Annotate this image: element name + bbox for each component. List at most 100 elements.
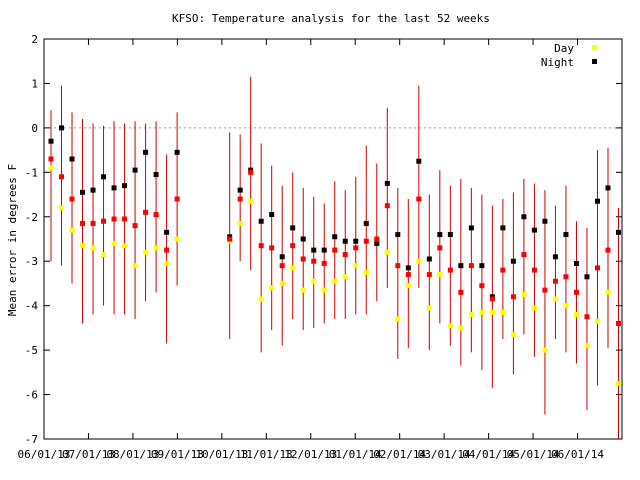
y-tick-label: -4 (25, 300, 39, 313)
night-point (447, 232, 453, 238)
day-point (80, 243, 86, 249)
day-point (237, 220, 243, 226)
mean-point (321, 260, 327, 266)
night-point (552, 254, 558, 260)
night-point (300, 236, 306, 242)
x-tick-label: 04/01/14 (462, 448, 515, 461)
x-tick-label: 12/01/13 (284, 448, 337, 461)
data-points (48, 125, 621, 386)
mean-point (605, 247, 611, 253)
night-point (563, 232, 569, 238)
day-point (605, 289, 611, 295)
night-point (90, 187, 96, 193)
day-point (143, 249, 149, 255)
chart-title: KFSO: Temperature analysis for the last … (172, 12, 490, 25)
night-point (437, 232, 443, 238)
day-point (279, 280, 285, 286)
day-point (363, 269, 369, 275)
y-tick-label: -1 (25, 166, 38, 179)
night-point (363, 220, 369, 226)
y-tick-label: -3 (25, 255, 38, 268)
mean-point (615, 320, 621, 326)
night-point (332, 234, 338, 240)
day-point (458, 325, 464, 331)
mean-point (374, 236, 380, 242)
day-point (90, 245, 96, 251)
mean-point (279, 263, 285, 269)
night-point (405, 265, 411, 271)
night-point (153, 172, 159, 178)
mean-point (80, 220, 86, 226)
mean-point (552, 278, 558, 284)
day-point (48, 165, 54, 171)
day-point (384, 249, 390, 255)
night-point (521, 214, 527, 220)
legend-marker-day (592, 45, 597, 50)
night-point (290, 225, 296, 231)
night-point (468, 225, 474, 231)
day-point (164, 260, 170, 266)
night-point (143, 149, 149, 155)
day-point (395, 316, 401, 322)
mean-point (164, 247, 170, 253)
error-bars (50, 76, 619, 439)
night-point (479, 263, 485, 269)
y-tick-label: -5 (25, 344, 38, 357)
night-point (69, 156, 75, 162)
mean-point (489, 296, 495, 302)
mean-point (342, 252, 348, 258)
x-tick-label: 03/01/14 (418, 448, 471, 461)
night-point (426, 256, 432, 262)
mean-point (479, 283, 485, 289)
day-point (290, 265, 296, 271)
night-point (311, 247, 317, 253)
night-point (353, 238, 359, 244)
plot-frame (43, 38, 623, 440)
night-point (500, 225, 506, 231)
mean-point (48, 156, 54, 162)
day-point (521, 292, 527, 298)
day-point (416, 258, 422, 264)
x-tick-label: 01/01/14 (329, 448, 382, 461)
mean-point (237, 196, 243, 202)
night-point (573, 260, 579, 266)
night-point (584, 274, 590, 280)
night-point (122, 183, 128, 189)
night-point (59, 125, 65, 131)
night-point (80, 189, 86, 195)
legend-label-night: Night (541, 56, 574, 69)
mean-point (426, 272, 432, 278)
mean-point (132, 223, 138, 229)
x-tick-label: 05/01/14 (507, 448, 560, 461)
day-point (258, 296, 264, 302)
day-point (479, 309, 485, 315)
day-point (69, 227, 75, 233)
night-point (342, 238, 348, 244)
day-point (405, 283, 411, 289)
night-point (164, 229, 170, 235)
mean-point (143, 209, 149, 215)
mean-point (122, 216, 128, 222)
day-point (594, 318, 600, 324)
day-point (510, 332, 516, 338)
day-point (552, 296, 558, 302)
night-point (111, 185, 117, 191)
day-point (311, 278, 317, 284)
mean-point (458, 289, 464, 295)
day-point (332, 278, 338, 284)
legend-label-day: Day (554, 42, 574, 55)
mean-point (384, 203, 390, 209)
day-point (342, 274, 348, 280)
x-tick-label: 08/01/13 (106, 448, 159, 461)
night-point (258, 218, 264, 224)
day-point (447, 323, 453, 329)
mean-point (542, 287, 548, 293)
x-axis-ticks: 06/01/1307/01/1308/01/1309/01/1310/01/13… (18, 39, 604, 461)
day-point (269, 285, 275, 291)
x-tick-label: 11/01/13 (240, 448, 293, 461)
mean-point (573, 289, 579, 295)
legend: Day Night (541, 42, 597, 69)
night-point (321, 247, 327, 253)
mean-point (594, 265, 600, 271)
